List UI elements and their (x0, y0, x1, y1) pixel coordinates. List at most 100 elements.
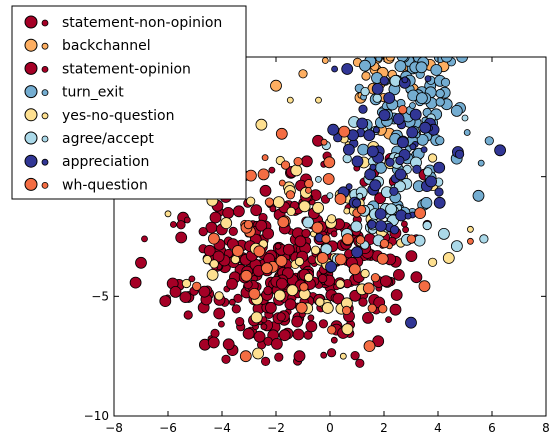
legend-marker-small (41, 42, 49, 50)
data-point (298, 200, 311, 213)
data-point (400, 38, 411, 49)
data-point (323, 156, 336, 169)
data-point (450, 240, 463, 253)
data-point (263, 286, 273, 296)
legend-marker-large (24, 15, 38, 29)
data-point (362, 282, 375, 295)
data-point (226, 277, 238, 290)
data-point (423, 30, 431, 38)
data-point (371, 83, 384, 95)
data-point (326, 348, 337, 358)
data-point (231, 245, 244, 257)
data-point (416, 133, 429, 146)
data-point (305, 320, 318, 333)
data-point (409, 102, 416, 109)
data-point (389, 186, 399, 196)
data-point (135, 256, 147, 269)
data-point (235, 316, 245, 327)
data-point (494, 144, 507, 157)
data-point (423, 167, 433, 177)
data-point (397, 0, 405, 1)
data-point (367, 219, 377, 229)
data-point (386, 50, 392, 56)
data-point (351, 198, 362, 208)
data-point (294, 235, 307, 248)
data-point (239, 350, 252, 363)
data-point (417, 12, 428, 23)
data-point (435, 97, 445, 107)
data-point (338, 125, 351, 138)
data-point (376, 0, 387, 8)
data-point (383, 29, 394, 40)
series-7 (314, 63, 507, 329)
data-point (209, 259, 219, 269)
legend-label: turn_exit (62, 85, 124, 101)
data-point (364, 38, 372, 46)
data-point (433, 196, 446, 209)
data-point (409, 143, 417, 151)
legend-marker-small (41, 19, 49, 27)
data-point (286, 206, 296, 216)
data-point (264, 301, 277, 314)
data-point (221, 354, 231, 364)
data-point (435, 88, 445, 99)
legend-marker-small (41, 112, 49, 120)
data-point (429, 14, 435, 20)
series-8 (162, 105, 474, 363)
data-point (228, 298, 236, 306)
data-point (463, 129, 471, 136)
data-point (379, 0, 390, 10)
data-point (366, 0, 377, 8)
legend-label: agree/accept (62, 131, 154, 147)
data-point (240, 269, 253, 282)
data-point (318, 273, 328, 284)
data-point (260, 323, 268, 331)
data-point (222, 206, 235, 219)
data-point (381, 4, 389, 12)
data-point (479, 234, 489, 244)
data-point (321, 234, 331, 244)
data-point (466, 237, 474, 245)
legend-label: yes-no-question (62, 108, 174, 124)
data-point (335, 279, 345, 289)
data-point (272, 196, 285, 209)
data-point (278, 329, 291, 342)
data-point (472, 189, 485, 202)
data-point (361, 34, 372, 45)
data-point (394, 11, 405, 22)
data-point (473, 20, 484, 31)
data-point (356, 192, 364, 200)
data-point (246, 196, 256, 206)
data-point (412, 164, 422, 174)
x-tick-label: −4 (213, 421, 231, 435)
data-point (207, 232, 220, 245)
data-point (390, 47, 398, 55)
legend-label: appreciation (62, 154, 149, 170)
data-point (253, 245, 266, 258)
data-point (434, 187, 444, 197)
x-tick-label: 0 (326, 421, 334, 435)
x-tick-label: −6 (159, 421, 177, 435)
data-point (377, 20, 388, 31)
data-point (393, 25, 401, 33)
data-point (371, 29, 382, 40)
data-point (366, 145, 379, 158)
legend-marker-small (41, 66, 49, 73)
data-point (277, 216, 290, 229)
legend-marker-large (24, 38, 38, 52)
legend-marker-small (41, 135, 49, 143)
data-point (395, 36, 401, 42)
data-point (164, 210, 172, 218)
data-point (321, 26, 332, 37)
legend-marker-large (24, 61, 38, 75)
data-point (358, 297, 368, 307)
data-point (282, 243, 295, 256)
data-point (350, 350, 360, 361)
data-point (418, 280, 431, 293)
data-point (413, 234, 426, 247)
data-point (374, 24, 385, 35)
legend-marker-large (24, 154, 38, 168)
data-point (419, 121, 432, 134)
data-point (387, 11, 398, 22)
data-point (460, 29, 468, 37)
